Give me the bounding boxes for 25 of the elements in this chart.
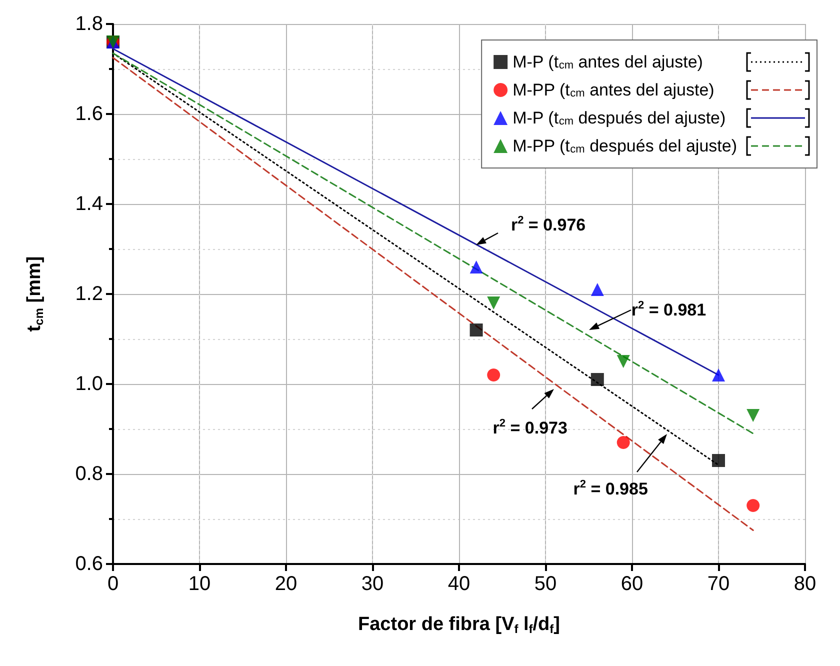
y-tick-label: 1.8: [75, 13, 103, 35]
annotation: r$^{2}$ = 0.981: [631, 298, 706, 320]
legend-label: M-P (tcm antes del ajuste): [512, 52, 703, 72]
y-axis-title: tcm [mm]: [24, 256, 46, 332]
x-tick-label: 70: [707, 573, 730, 595]
x-tick-label: 60: [620, 573, 644, 595]
legend-label: M-P (tcm después del ajuste): [512, 108, 726, 128]
y-tick-label: 1.4: [75, 193, 103, 215]
x-tick-label: 50: [534, 573, 557, 595]
y-tick-label: 0.6: [75, 553, 103, 575]
x-tick-label: 30: [361, 573, 384, 595]
y-tick-label: 0.8: [75, 463, 103, 485]
y-tick-label: 1.2: [75, 283, 103, 305]
annotation: r$^{2}$ = 0.973: [492, 416, 568, 437]
legend-label: M-PP (tcm después del ajuste): [512, 136, 738, 156]
legend-label: M-PP (tcm antes del ajuste): [512, 80, 714, 100]
x-tick-label: 10: [188, 573, 211, 595]
annotation: r$^{2}$ = 0.976: [510, 213, 586, 234]
x-tick-label: 80: [794, 573, 816, 595]
annotation: r$^{2}$ = 0.985: [573, 477, 648, 498]
x-tick-label: 20: [274, 573, 298, 595]
x-tick-label: 0: [107, 573, 119, 595]
x-tick-label: 40: [448, 573, 470, 595]
y-tick-label: 1.6: [75, 103, 103, 125]
y-tick-label: 1.0: [75, 373, 103, 395]
